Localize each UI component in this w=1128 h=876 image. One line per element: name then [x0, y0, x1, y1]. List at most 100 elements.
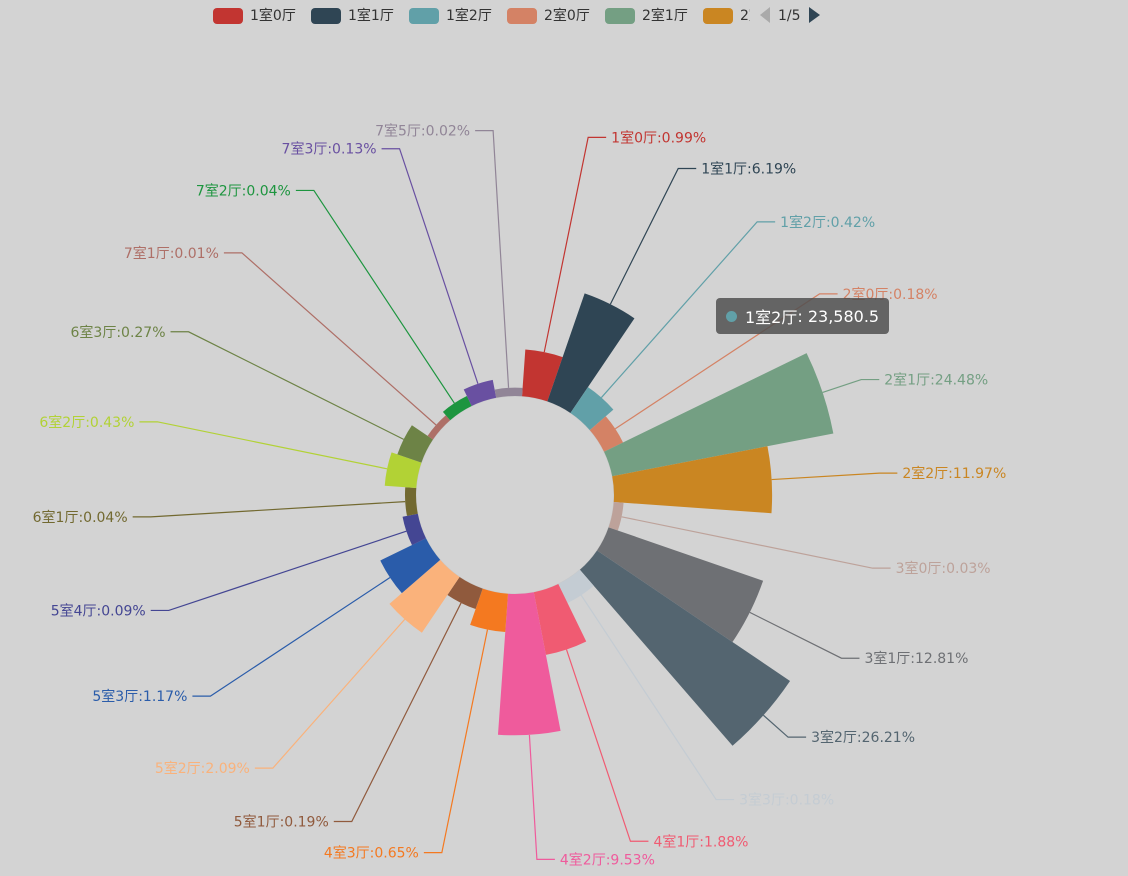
slice-label-7r3h: 7室3厅:0.13%	[282, 141, 377, 158]
legend: 1室0厅 1室1厅 1室2厅 2室0厅 2室1厅 2室2厅	[213, 7, 786, 24]
slice-label-5r3h: 5室3厅:1.17%	[92, 688, 187, 705]
sector-3r0h[interactable]	[608, 502, 624, 531]
sector-5r2h[interactable]	[389, 559, 460, 633]
label-line-4r2h	[528, 734, 555, 860]
sector-5r1h[interactable]	[447, 577, 483, 610]
label-line-5r3h	[192, 577, 391, 697]
sector-1r2h[interactable]	[570, 387, 614, 431]
legend-label: 1室1厅	[348, 7, 394, 24]
legend-swatch	[409, 8, 439, 24]
sector-1r0h[interactable]	[522, 349, 563, 402]
sector-2r2h[interactable]	[612, 446, 773, 514]
legend-swatch	[213, 8, 243, 24]
slice-label-6r1h: 6室1厅:0.04%	[33, 509, 128, 526]
slice-label-3r3h: 3室3厅:0.18%	[739, 792, 834, 809]
slice-label-3r1h: 3室1厅:12.81%	[864, 650, 968, 667]
label-line-1r0h	[543, 136, 607, 353]
slice-label-1r0h: 1室0厅:0.99%	[611, 129, 706, 146]
slice-label-3r2h: 3室2厅:26.21%	[811, 729, 915, 746]
slice-label-6r2h: 6室2厅:0.43%	[39, 414, 134, 431]
sector-3r3h[interactable]	[558, 569, 594, 604]
legend-swatch	[703, 8, 733, 24]
label-lines	[132, 130, 898, 860]
legend-next-page-icon[interactable]	[809, 7, 820, 23]
label-line-5r1h	[333, 602, 462, 823]
legend-label: 1室0厅	[250, 7, 296, 24]
sector-2r0h[interactable]	[589, 416, 624, 452]
legend-label: 2室0厅	[544, 7, 590, 24]
legend-item-1r1h[interactable]: 1室1厅	[311, 7, 394, 24]
label-line-5r2h	[254, 618, 406, 769]
legend-page-indicator: 1/5	[778, 8, 801, 24]
legend-prev-page-icon[interactable]	[760, 7, 770, 23]
sector-3r1h[interactable]	[597, 527, 764, 643]
label-line-7r3h	[381, 148, 479, 384]
legend-swatch	[605, 8, 635, 24]
slice-label-7r1h: 7室1厅:0.01%	[124, 245, 219, 262]
legend-label: 2室2厅	[740, 7, 786, 24]
label-line-7r1h	[223, 252, 437, 426]
legend-item-2r2h[interactable]: 2室2厅	[703, 7, 786, 24]
label-line-6r2h	[139, 421, 388, 470]
tooltip-color-dot	[726, 310, 737, 322]
legend-swatch	[311, 8, 341, 24]
rose-sectors	[380, 293, 834, 746]
slice-label-6r3h: 6室3厅:0.27%	[71, 324, 166, 341]
sector-7r5h[interactable]	[494, 387, 523, 398]
label-line-3r3h	[580, 594, 735, 801]
label-line-4r3h	[423, 629, 489, 854]
slice-label-7r2h: 7室2厅:0.04%	[196, 182, 291, 199]
label-line-1r2h	[600, 221, 776, 398]
tooltip-value: 23,580.5	[807, 306, 880, 326]
legend-swatch	[507, 8, 537, 24]
legend-item-2r0h[interactable]: 2室0厅	[507, 7, 590, 24]
label-line-3r2h	[763, 714, 807, 738]
slice-label-1r2h: 1室2厅:0.42%	[780, 214, 875, 231]
sector-4r1h[interactable]	[533, 584, 587, 655]
sector-7r3h[interactable]	[463, 379, 497, 406]
slice-label-5r4h: 5室4厅:0.09%	[51, 602, 146, 619]
slice-label-4r1h: 4室1厅:1.88%	[653, 833, 748, 850]
sector-5r4h[interactable]	[402, 513, 426, 546]
slice-label-1r1h: 1室1厅:6.19%	[701, 161, 796, 178]
legend-item-1r0h[interactable]: 1室0厅	[213, 7, 296, 24]
legend-item-2r1h[interactable]: 2室1厅	[605, 7, 688, 24]
tooltip: 1室2厅: 23,580.5	[716, 298, 890, 334]
label-line-7r2h	[295, 189, 455, 404]
label-line-2r0h	[614, 293, 838, 430]
slice-label-7r5h: 7室5厅:0.02%	[375, 123, 470, 140]
slice-label-4r3h: 4室3厅:0.65%	[324, 845, 419, 862]
sector-1r1h[interactable]	[547, 293, 635, 413]
label-line-5r4h	[150, 530, 407, 612]
label-line-3r0h	[621, 516, 891, 569]
sector-7r1h[interactable]	[427, 415, 451, 440]
label-line-1r1h	[609, 167, 697, 305]
slice-label-5r1h: 5室1厅:0.19%	[234, 813, 329, 830]
sector-5r3h[interactable]	[380, 538, 441, 594]
sector-6r3h[interactable]	[397, 425, 433, 463]
legend-label: 1室2厅	[446, 7, 492, 24]
label-line-6r1h	[132, 500, 406, 518]
sector-4r2h[interactable]	[497, 592, 561, 736]
slice-labels: 1室0厅:0.99%1室1厅:6.19%1室2厅:0.42%2室0厅:0.18%…	[33, 123, 1007, 869]
sector-7r2h[interactable]	[442, 396, 472, 421]
slice-label-5r2h: 5室2厅:2.09%	[155, 760, 250, 777]
label-line-7r5h	[475, 130, 510, 388]
sector-6r1h[interactable]	[404, 487, 418, 516]
tooltip-separator: :	[797, 306, 808, 326]
label-line-3r1h	[749, 611, 860, 659]
sector-6r2h[interactable]	[384, 452, 422, 488]
slice-label-4r2h: 4室2厅:9.53%	[560, 851, 655, 868]
tooltip-name: 1室2厅	[745, 308, 798, 327]
legend-label: 2室1厅	[642, 7, 688, 24]
sector-3r2h[interactable]	[579, 550, 791, 746]
legend-item-1r2h[interactable]: 1室2厅	[409, 7, 492, 24]
inner-ring	[415, 395, 615, 595]
slice-label-2r1h: 2室1厅:24.48%	[884, 372, 988, 389]
sector-2r1h[interactable]	[604, 353, 834, 477]
sector-4r3h[interactable]	[470, 588, 508, 633]
label-line-4r1h	[565, 649, 649, 842]
slice-label-2r2h: 2室2厅:11.97%	[902, 465, 1006, 482]
